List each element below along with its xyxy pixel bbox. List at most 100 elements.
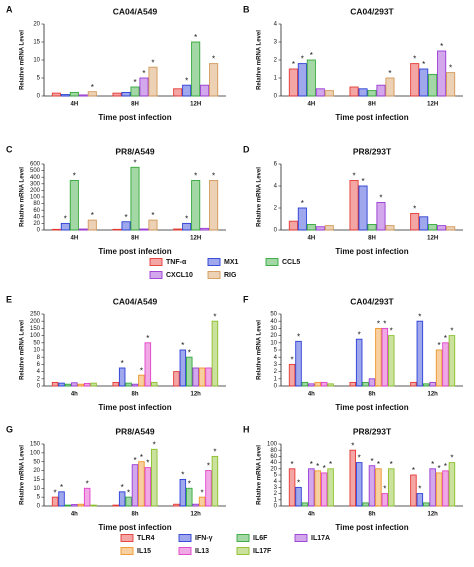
significance-star: * [140,366,143,375]
bar [87,219,97,231]
bar [173,88,183,97]
y-tick-label: 2 [37,376,41,382]
significance-star: * [127,488,130,497]
bar [375,468,382,507]
bar [139,228,149,231]
legend-label: TLR4 [137,535,155,542]
bar [58,491,65,507]
y-tick-label: 600 [30,162,41,168]
bar [419,216,429,231]
y-tick-label: 20 [33,468,40,474]
significance-star: * [383,485,386,494]
chart-title: PR8/293T [353,146,392,156]
y-tick-label: 30 [270,326,277,332]
y-tick-label: 100 [267,442,278,448]
bar [419,68,429,97]
y-tick-label: 3 [274,485,278,491]
bar [429,468,436,507]
bar [205,367,212,387]
significance-star: * [121,483,124,492]
bar [297,207,307,231]
bar [410,63,420,97]
legend-swatch [120,534,134,542]
bar [367,90,377,97]
y-tick-label: 0 [274,384,278,390]
bar [358,185,368,231]
significance-star: * [358,330,361,339]
significance-star: * [370,457,373,466]
y-tick-label: 50 [33,340,40,346]
bar [121,221,131,231]
bar [387,468,395,507]
y-tick-label: 10 [33,486,40,492]
x-tick-label: 8H [131,102,139,108]
bar [112,228,122,231]
significance-star: * [413,205,416,214]
panel-label: E [6,294,12,304]
bar [77,383,85,387]
bar [314,381,322,387]
y-tick-label: 60 [270,454,277,460]
significance-star: * [185,76,188,85]
bar [51,228,61,231]
legend-label: IL6F [253,535,268,542]
bar [301,502,309,507]
x-tick-label: 12h [427,392,438,398]
significance-star: * [91,83,94,92]
bar [112,504,120,507]
legend-swatch [236,534,250,542]
significance-star: * [124,213,127,222]
significance-star: * [418,312,421,321]
bar [60,94,70,97]
x-axis-label: Time post infection [98,523,171,532]
bar [185,356,193,387]
bar [437,50,447,97]
x-tick-label: 8h [368,392,375,398]
x-axis-label: Time post infection [335,247,408,256]
bar [315,226,325,231]
legend-swatch [207,258,221,266]
chart-title: PR8/293T [353,426,392,436]
bar [182,222,192,231]
bar [60,222,70,231]
bar [125,382,132,387]
significance-star: * [153,440,156,449]
x-tick-label: 4h [71,512,78,518]
bar [288,363,296,387]
y-tick-label: 0 [37,504,41,510]
bar [288,68,298,97]
bar [324,90,334,97]
bar [87,91,97,97]
y-tick-label: 0 [37,94,41,100]
chart-title: CA04/293T [350,296,394,306]
bar [297,63,307,97]
bar [138,374,145,387]
significance-star: * [212,55,215,64]
x-tick-label: 8h [131,512,138,518]
y-axis-label: Relative mRNA Level [257,445,263,505]
y-axis-label: Relative mRNA Level [257,167,263,227]
significance-star: * [323,464,326,473]
bar [179,478,187,507]
panel-label: B [243,4,250,14]
legend-swatch [178,534,192,542]
significance-star: * [329,460,332,469]
bar [428,73,438,97]
significance-star: * [450,327,453,336]
y-tick-label: 4 [274,184,278,190]
y-tick-label: 4 [274,479,278,485]
bar [83,383,91,387]
significance-star: * [440,42,443,51]
bar [295,340,302,387]
significance-star: * [388,69,391,78]
bar [58,382,65,387]
bar [209,63,219,97]
bar [320,381,328,387]
x-axis-label: Time post infection [335,523,408,532]
legend-swatch [294,534,308,542]
significance-star: * [418,485,421,494]
bar [209,180,219,231]
bar [355,338,363,387]
bar [78,94,88,97]
significance-star: * [383,320,386,329]
